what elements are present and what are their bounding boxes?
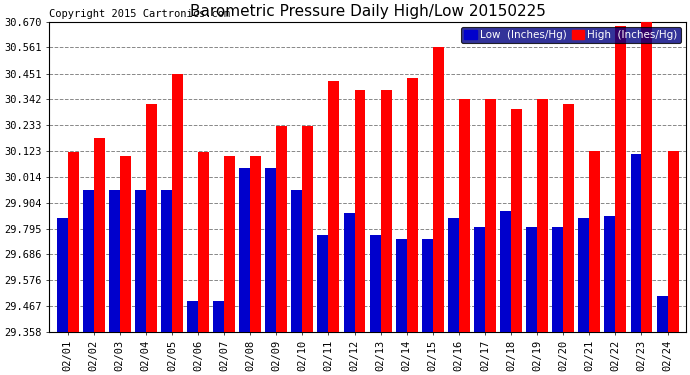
Bar	[120, 156, 130, 332]
Bar	[604, 216, 615, 332]
Text: Copyright 2015 Cartronics.com: Copyright 2015 Cartronics.com	[49, 9, 230, 19]
Bar	[406, 78, 417, 332]
Bar	[83, 190, 94, 332]
Bar	[224, 156, 235, 332]
Title: Barometric Pressure Daily High/Low 20150225: Barometric Pressure Daily High/Low 20150…	[190, 4, 546, 19]
Bar	[266, 168, 276, 332]
Bar	[328, 81, 339, 332]
Bar	[526, 227, 537, 332]
Bar	[433, 48, 444, 332]
Bar	[172, 74, 183, 332]
Bar	[355, 90, 366, 332]
Bar	[239, 168, 250, 332]
Bar	[381, 90, 391, 332]
Bar	[291, 190, 302, 332]
Bar	[109, 190, 120, 332]
Bar	[94, 138, 105, 332]
Bar	[631, 154, 642, 332]
Bar	[317, 234, 328, 332]
Bar	[68, 152, 79, 332]
Bar	[198, 152, 209, 332]
Legend: Low  (Inches/Hg), High  (Inches/Hg): Low (Inches/Hg), High (Inches/Hg)	[461, 27, 680, 43]
Bar	[146, 105, 157, 332]
Bar	[578, 218, 589, 332]
Bar	[161, 190, 172, 332]
Bar	[615, 27, 627, 332]
Bar	[344, 213, 355, 332]
Bar	[302, 126, 313, 332]
Bar	[135, 190, 146, 332]
Bar	[396, 239, 406, 332]
Bar	[511, 109, 522, 332]
Bar	[474, 227, 485, 332]
Bar	[370, 234, 381, 332]
Bar	[276, 126, 287, 332]
Bar	[552, 227, 563, 332]
Bar	[213, 301, 224, 332]
Bar	[563, 105, 574, 332]
Bar	[667, 151, 678, 332]
Bar	[657, 296, 667, 332]
Bar	[422, 239, 433, 332]
Bar	[500, 211, 511, 332]
Bar	[57, 218, 68, 332]
Bar	[642, 22, 653, 332]
Bar	[187, 301, 198, 332]
Bar	[537, 99, 548, 332]
Bar	[485, 99, 496, 332]
Bar	[448, 218, 459, 332]
Bar	[250, 156, 261, 332]
Bar	[589, 151, 600, 332]
Bar	[459, 99, 470, 332]
